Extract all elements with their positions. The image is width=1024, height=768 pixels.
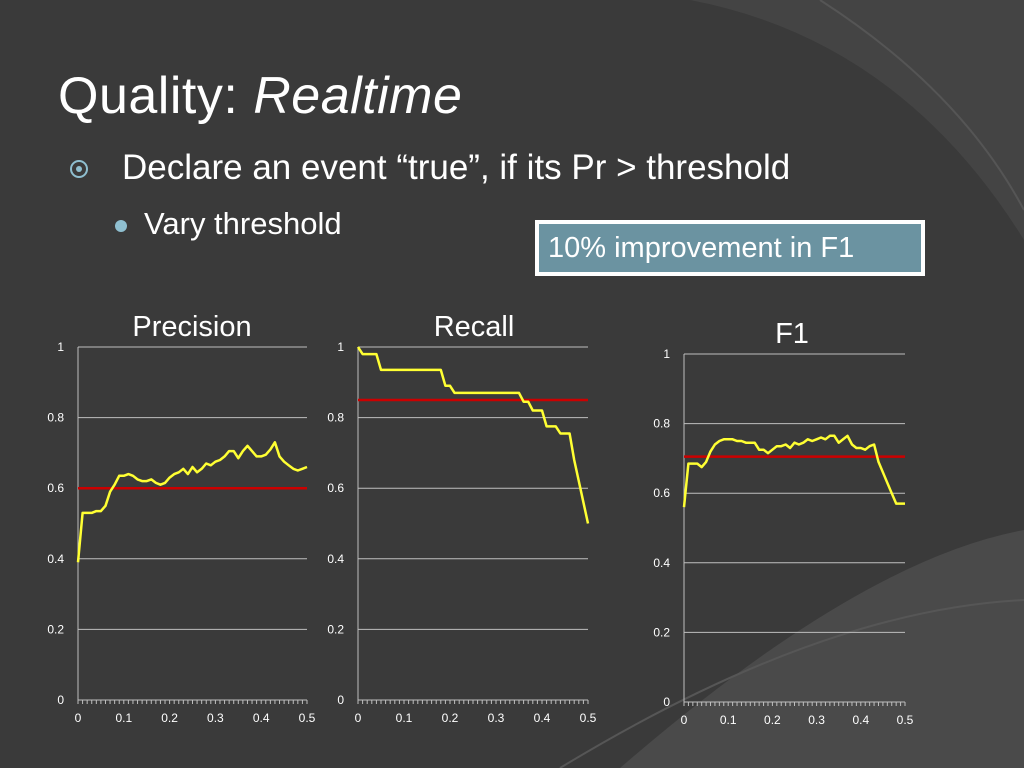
recall-y-tick-label: 1	[337, 340, 344, 354]
f1-x-tick-label: 0.4	[852, 713, 869, 727]
precision-y-tick-label: 0.2	[47, 622, 64, 636]
recall-chart-title: Recall	[434, 311, 515, 343]
recall-x-tick-label: 0	[355, 711, 362, 725]
f1-chart: F1 0 0.2 0.4 0.6 0.8 1 0 0.1 0.2 0.3 0.4 0.5	[653, 318, 914, 727]
recall-x-tick-label: 0.5	[580, 711, 597, 725]
precision-chart: Precision 0 0.2 0.4 0.6 0.8 1 0 0.1 0.2 0.3 0.4 0.5	[47, 311, 316, 725]
recall-series-line	[356, 346, 590, 524]
recall-chart: Recall 0 0.2 0.4 0.6 0.8 1 0 0.1 0.2 0.3 0.4 0.5	[327, 311, 597, 725]
precision-x-tick-label: 0.5	[299, 711, 316, 725]
background-arc-line	[819, 0, 1024, 211]
bullet-sub-text: Vary threshold	[144, 206, 342, 241]
recall-x-tick-label: 0.1	[396, 711, 413, 725]
f1-x-tick-label: 0.5	[897, 713, 914, 727]
f1-x-tick-label: 0	[681, 713, 688, 727]
f1-y-tick-label: 1	[663, 347, 670, 361]
bullet-main-text: Declare an event “true”, if its Pr > thr…	[122, 148, 791, 187]
background-arc-top	[690, 0, 1024, 240]
precision-x-tick-label: 0.4	[253, 711, 270, 725]
precision-x-tick-label: 0.3	[207, 711, 224, 725]
f1-y-tick-label: 0.4	[653, 556, 670, 570]
f1-y-tick-label: 0.8	[653, 417, 670, 431]
f1-y-tick-label: 0.2	[653, 625, 670, 639]
precision-x-tick-label: 0.2	[161, 711, 178, 725]
f1-y-tick-label: 0	[663, 695, 670, 709]
recall-y-tick-label: 0.4	[327, 552, 344, 566]
f1-chart-title: F1	[775, 318, 809, 350]
precision-x-tick-label: 0	[75, 711, 82, 725]
f1-x-tick-label: 0.2	[764, 713, 781, 727]
recall-y-tick-label: 0.2	[327, 622, 344, 636]
slide-title-italic: Realtime	[253, 67, 463, 125]
f1-x-tick-label: 0.1	[720, 713, 737, 727]
improvement-callout-text: 10% improvement in F1	[539, 224, 921, 272]
precision-y-tick-label: 0.4	[47, 552, 64, 566]
recall-x-tick-label: 0.2	[442, 711, 459, 725]
dot-bullet-icon	[115, 220, 127, 232]
slide-title: Quality: Realtime	[58, 66, 462, 126]
recall-y-tick-label: 0.6	[327, 481, 344, 495]
background-arc-bottom-line	[559, 599, 1024, 768]
precision-y-tick-label: 1	[57, 340, 64, 354]
precision-x-tick-label: 0.1	[115, 711, 132, 725]
improvement-callout: 10% improvement in F1	[535, 220, 925, 276]
f1-y-tick-label: 0.6	[653, 486, 670, 500]
recall-y-tick-label: 0.8	[327, 411, 344, 425]
recall-y-tick-label: 0	[337, 693, 344, 707]
f1-x-tick-label: 0.3	[808, 713, 825, 727]
precision-chart-title: Precision	[132, 311, 251, 343]
precision-y-tick-label: 0.6	[47, 481, 64, 495]
precision-y-tick-label: 0	[57, 693, 64, 707]
target-bullet-icon	[70, 160, 88, 178]
recall-x-tick-label: 0.3	[488, 711, 505, 725]
background-arc-bottom	[620, 530, 1024, 768]
recall-x-tick-label: 0.4	[534, 711, 551, 725]
f1-series-line	[682, 434, 905, 508]
slide-title-plain: Quality:	[58, 67, 254, 125]
precision-y-tick-label: 0.8	[47, 411, 64, 425]
precision-series-line	[76, 441, 308, 563]
